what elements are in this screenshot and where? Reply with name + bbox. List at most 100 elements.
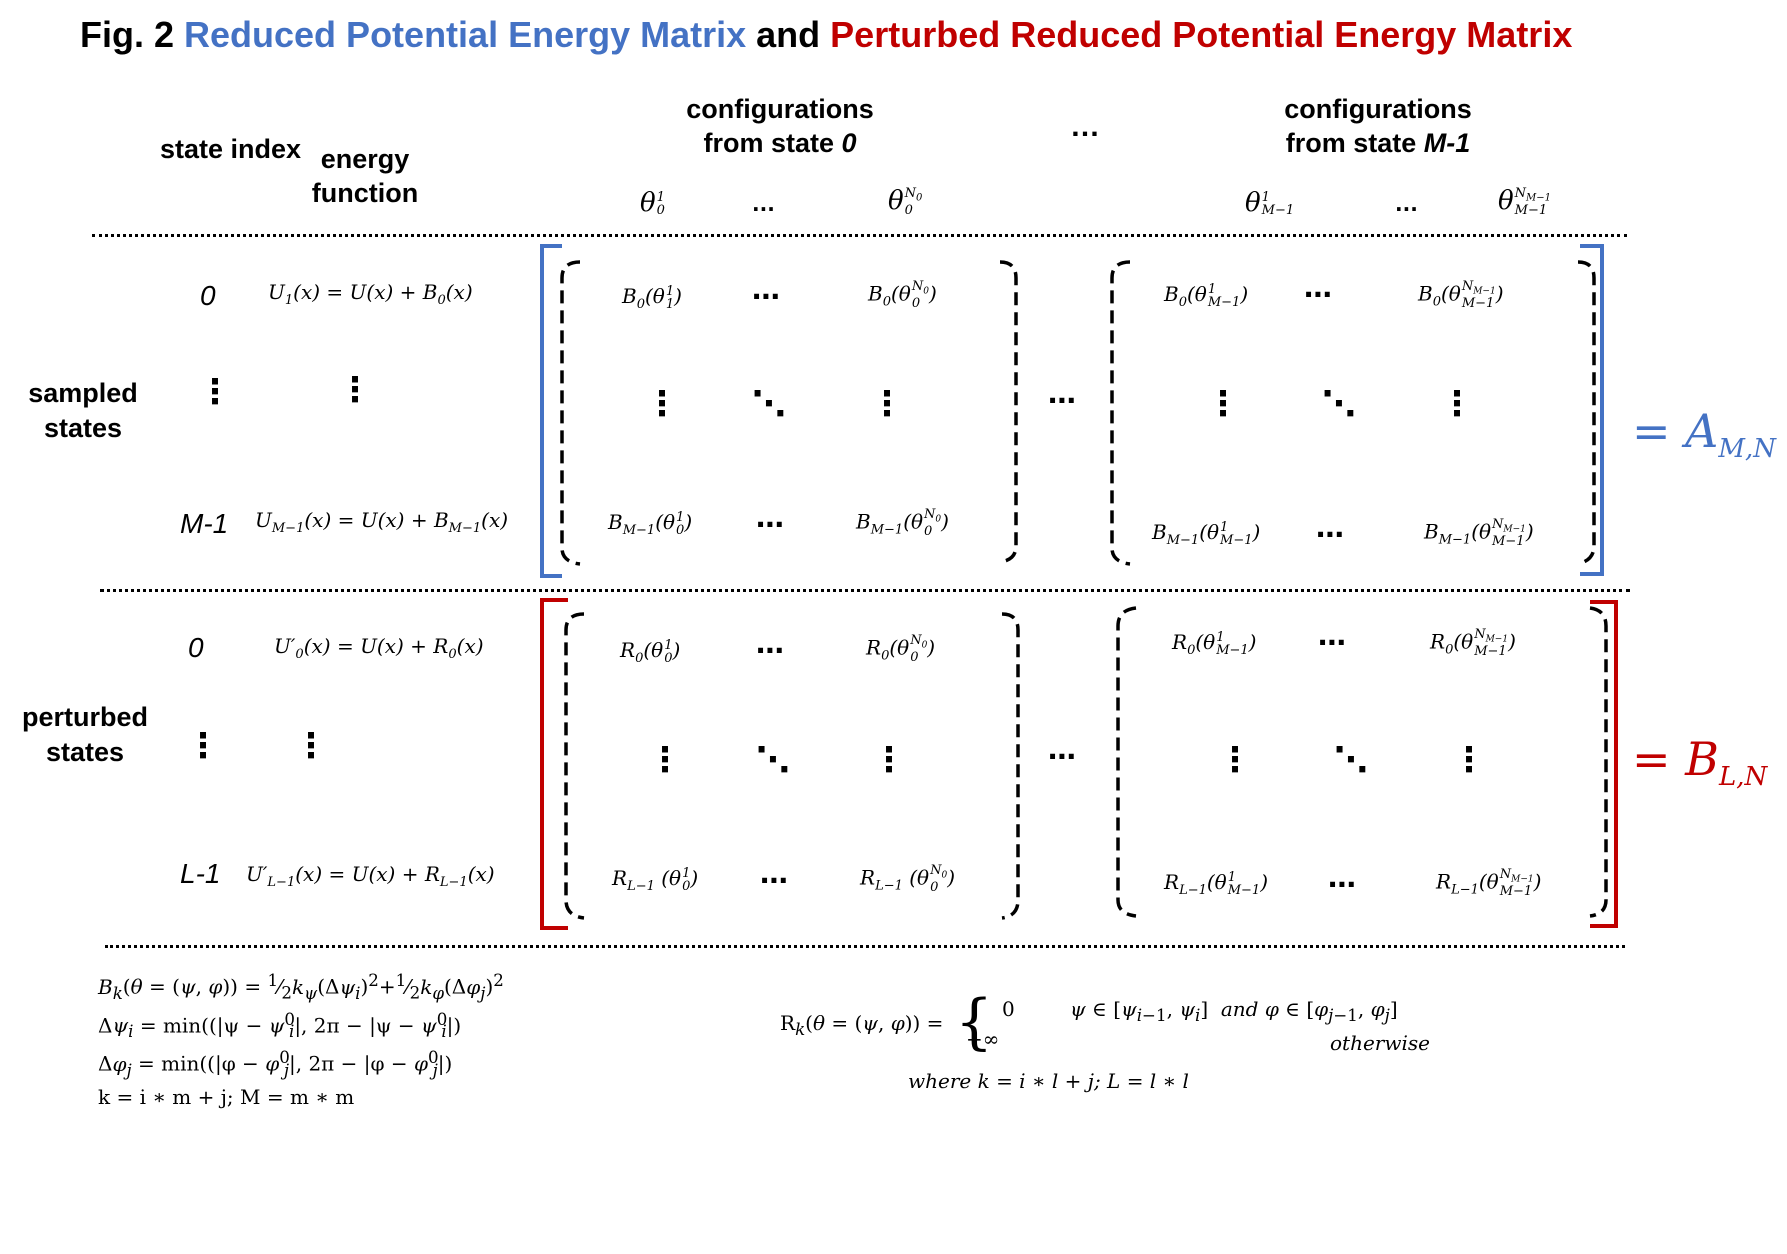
A-cell-M-lastrow-last: BM−1(θ NM−1 M−1) xyxy=(1424,517,1534,549)
footnote-right-case1-condition: ψ ∈ [ψi−1, ψi] and φ ∈ [φj−1, φj] xyxy=(1070,997,1398,1025)
B-cell-M-lastrow-last: RL−1(θ NM−1 M−1) xyxy=(1436,867,1542,899)
A-cell-0-lastrow-hdots: ⋯ xyxy=(756,508,784,541)
perturbed-row-vdots-index: ⋮ xyxy=(186,726,220,766)
header-energy-function: energy function xyxy=(311,144,419,208)
A-cell-0-hdots: ⋯ xyxy=(752,280,780,313)
A-cell-M-first: B0(θ 1 M−1) xyxy=(1164,281,1249,310)
result-B-label: = BL,N xyxy=(1632,732,1768,793)
sampled-row-vdots-energy: ⋮ xyxy=(338,370,372,410)
A-cell-M-vdots-1: ⋮ xyxy=(1206,384,1240,424)
A-between-dots: ⋯ xyxy=(1048,384,1076,417)
B-cell-M-ddots: ⋱ xyxy=(1334,740,1368,780)
B-cell-0-vdots-2: ⋮ xyxy=(872,740,906,780)
separator-top xyxy=(92,234,1627,237)
sampled-row-M1-index: M-1 xyxy=(180,508,229,539)
separator-middle xyxy=(100,589,1630,592)
header-config-state0-line2: from state 0 xyxy=(703,128,857,158)
paren-A0-right xyxy=(999,260,1018,564)
col-dots-2: ... xyxy=(1395,192,1418,216)
footnote-left-line1: Bk(θ = (ψ, φ)) = 1⁄2kψ(Δψi)2+1⁄2kφ(Δφj)2 xyxy=(98,971,504,1003)
sampled-row-M1-energy: UM−1(x) = U(x) + BM−1(x) xyxy=(255,508,509,536)
sampled-states-label: sampled states xyxy=(28,378,138,443)
B-cell-M-lastrow-first: RL−1(θ 1 M−1) xyxy=(1164,869,1269,898)
separator-bottom xyxy=(105,945,1625,948)
A-cell-M-vdots-2: ⋮ xyxy=(1440,384,1474,424)
bracket-B-left xyxy=(540,598,568,930)
header-config-stateM-line2: from state M-1 xyxy=(1285,128,1471,158)
footnote-left-line2: Δψi = min((|ψ − ψ0i|, 2π − |ψ − ψ0i|) xyxy=(98,1009,462,1042)
perturbed-states-label: perturbed states xyxy=(21,702,148,767)
footnote-left: Bk(θ = (ψ, φ)) = 1⁄2kψ(Δψi)2+1⁄2kφ(Δφj)2… xyxy=(98,968,504,1110)
paren-BM-left xyxy=(1116,606,1137,918)
B-cell-0-last: R0(θ N0 0) xyxy=(866,633,936,665)
col-dots-1: ... xyxy=(752,192,775,216)
sampled-row-0-index: 0 xyxy=(200,280,216,311)
footnote-right-case2-value: +∞ xyxy=(966,1027,1000,1051)
footnote-right-where: where k = i ∗ l + j; L = l ∗ l xyxy=(908,1069,1189,1093)
A-cell-M-lastrow-hdots: ⋯ xyxy=(1316,518,1344,551)
title-prefix: Fig. 2 xyxy=(80,14,185,55)
perturbed-row-0-energy: U′0(x) = U(x) + R0(x) xyxy=(274,634,484,662)
bracket-A-left xyxy=(540,244,562,578)
title-part2: Perturbed Reduced Potential Energy Matri… xyxy=(830,14,1573,55)
B-cell-0-vdots-1: ⋮ xyxy=(648,740,682,780)
B-cell-0-first: R0(θ 1 0) xyxy=(620,637,681,666)
B-cell-M-vdots-1: ⋮ xyxy=(1218,740,1252,780)
B-cell-0-lastrow-last: RL−1 (θ N0 0) xyxy=(860,863,955,895)
header-config-state0-line1: configurations xyxy=(686,94,874,124)
footnote-left-line4: k = i ∗ m + j; M = m ∗ m xyxy=(98,1084,355,1109)
paren-AM-right xyxy=(1577,260,1596,566)
header-between-dots: … xyxy=(1070,110,1100,143)
bracket-B-right xyxy=(1590,600,1618,928)
A-cell-0-first: B0(θ 1 1) xyxy=(622,283,682,312)
sampled-row-0-energy: U1(x) = U(x) + B0(x) xyxy=(268,280,473,308)
header-config-state0: configurations from state 0 xyxy=(660,92,900,160)
perturbed-row-0-index: 0 xyxy=(188,632,204,663)
A-cell-0-last: B0(θ N0 0) xyxy=(868,279,937,311)
header-config-stateM: configurations from state M-1 xyxy=(1258,92,1498,160)
col-theta-M-NM: θ NM−1 M−1 xyxy=(1498,186,1552,218)
footnote-left-line3: Δφj = min((|φ − φ0j|, 2π − |φ − φ0j|) xyxy=(98,1048,453,1080)
A-cell-0-vdots-2: ⋮ xyxy=(870,384,904,424)
B-cell-M-lastrow-hdots: ⋯ xyxy=(1328,868,1356,901)
sampled-row-vdots-index: ⋮ xyxy=(198,372,232,412)
paren-B0-left xyxy=(564,612,585,920)
A-cell-0-ddots: ⋱ xyxy=(752,384,786,424)
bracket-A-right xyxy=(1580,244,1604,576)
B-cell-M-last: R0(θ NM−1 M−1) xyxy=(1430,627,1516,659)
A-cell-M-lastrow-first: BM−1(θ 1 M−1) xyxy=(1152,519,1261,548)
footnote-right-lhs: Rk(θ = (ψ, φ)) = xyxy=(780,1011,944,1039)
footnote-right-case2-condition: otherwise xyxy=(1330,1031,1430,1055)
A-cell-M-hdots: ⋯ xyxy=(1304,278,1332,311)
col-theta-0-N0: θ N0 0 xyxy=(888,186,923,218)
footnote-right-brace: { xyxy=(955,987,994,1057)
B-between-dots: ⋯ xyxy=(1048,740,1076,773)
B-cell-M-vdots-2: ⋮ xyxy=(1452,740,1486,780)
perturbed-row-L1-energy: U′L−1(x) = U(x) + RL−1(x) xyxy=(246,862,495,890)
B-cell-0-hdots: ⋯ xyxy=(756,634,784,667)
result-A-label: = AM,N xyxy=(1632,404,1777,465)
B-cell-M-hdots: ⋯ xyxy=(1318,626,1346,659)
A-cell-M-last: B0(θ NM−1 M−1) xyxy=(1418,279,1504,311)
paren-B0-right xyxy=(1001,612,1020,920)
A-cell-0-lastrow-last: BM−1(θ N0 0) xyxy=(856,507,949,539)
figure-title: Fig. 2 Reduced Potential Energy Matrix a… xyxy=(80,14,1572,56)
header-config-stateM-line1: configurations xyxy=(1284,94,1472,124)
perturbed-row-L1-index: L-1 xyxy=(180,858,221,889)
paren-BM-right xyxy=(1589,606,1608,918)
B-cell-0-ddots: ⋱ xyxy=(756,740,790,780)
footnote-right-case1-value: 0 xyxy=(1002,997,1015,1021)
paren-A0-left xyxy=(560,260,581,566)
A-cell-0-lastrow-first: BM−1(θ 1 0) xyxy=(608,509,693,538)
perturbed-row-vdots-energy: ⋮ xyxy=(294,726,328,766)
B-cell-0-lastrow-hdots: ⋯ xyxy=(760,864,788,897)
title-middle: and xyxy=(746,14,831,55)
paren-AM-left xyxy=(1110,260,1131,566)
A-cell-0-vdots-1: ⋮ xyxy=(645,384,679,424)
B-cell-0-lastrow-first: RL−1 (θ 1 0) xyxy=(612,865,699,894)
A-cell-M-ddots: ⋱ xyxy=(1322,384,1356,424)
title-part1: Reduced Potential Energy Matrix xyxy=(184,14,747,55)
B-cell-M-first: R0(θ 1 M−1) xyxy=(1172,629,1257,658)
